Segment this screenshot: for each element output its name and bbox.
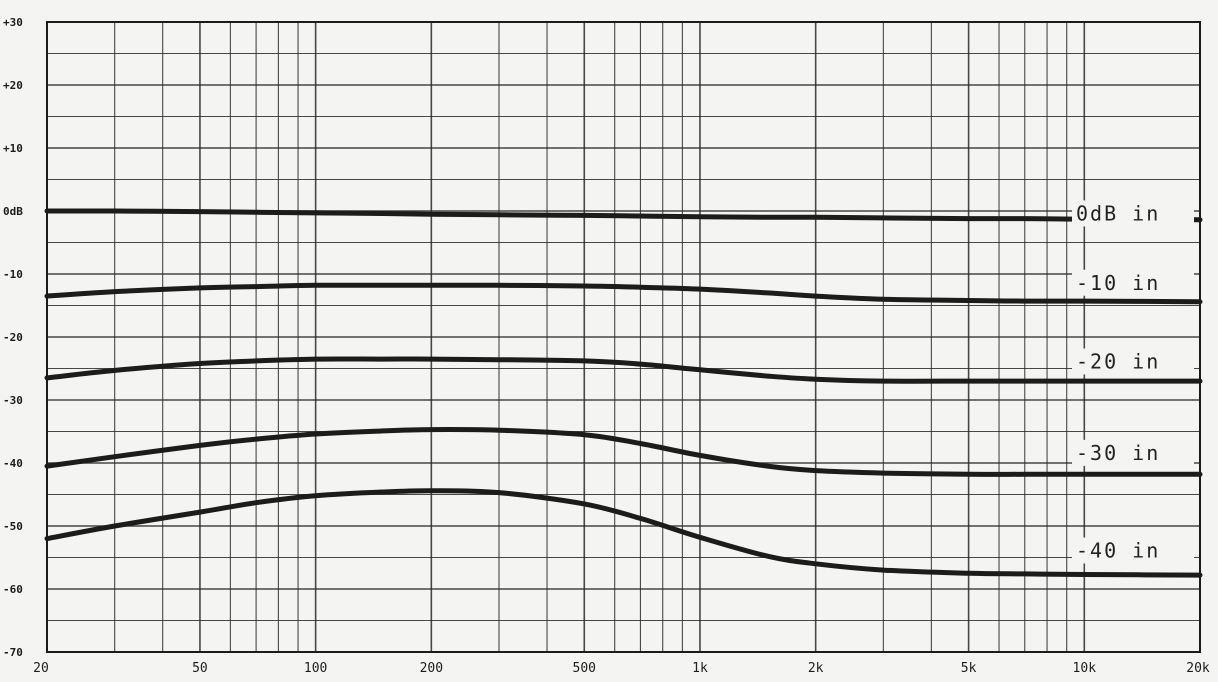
y-tick-label: -10	[3, 268, 23, 281]
series-line-2	[44, 356, 1203, 384]
plot-grid	[46, 21, 1201, 653]
series-label-background	[1072, 348, 1194, 375]
series-label-0: 0dB in	[1076, 201, 1160, 225]
y-tick-label: -40	[3, 457, 23, 470]
x-tick-label: 5k	[961, 661, 977, 676]
series-curves	[44, 208, 1203, 578]
x-tick-label: 20	[33, 661, 49, 676]
x-tick-label: 200	[420, 661, 443, 676]
series-label-3: -30 in	[1076, 441, 1160, 465]
series-line-4	[44, 488, 1203, 578]
y-tick-label: 0dB	[3, 205, 23, 218]
series-labels: 0dB in -10 in -20 in -30 in -40 in	[1072, 200, 1194, 564]
series-line-3	[44, 427, 1203, 477]
series-line-1	[44, 282, 1203, 305]
x-tick-label: 20k	[1186, 661, 1210, 676]
y-tick-label: -60	[3, 583, 23, 596]
series-label-background	[1072, 439, 1194, 466]
y-tick-label: +10	[3, 142, 23, 155]
y-tick-label: +30	[3, 16, 23, 29]
y-axis-tick-labels: +30 +20 +10 0dB -10 -20 -30 -40 -50 -60 -70	[3, 16, 23, 659]
series-label-4: -40 in	[1076, 539, 1160, 563]
y-tick-label: -30	[3, 394, 23, 407]
series-label-2: -20 in	[1076, 350, 1160, 374]
x-axis-tick-labels: 20 50 100 200 500 1k 2k 5k 10k 20k	[33, 661, 1210, 676]
x-tick-label: 10k	[1073, 661, 1097, 676]
series-label-background	[1072, 200, 1194, 227]
x-tick-label: 50	[192, 661, 208, 676]
y-tick-label: +20	[3, 79, 23, 92]
x-tick-label: 500	[573, 661, 596, 676]
x-tick-label: 100	[304, 661, 327, 676]
plot-frame	[46, 21, 1201, 653]
y-tick-label: -50	[3, 520, 23, 533]
x-tick-label: 1k	[692, 661, 708, 676]
x-tick-label: 2k	[808, 661, 824, 676]
series-label-background	[1072, 269, 1194, 296]
y-tick-label: -20	[3, 331, 23, 344]
series-label-background	[1072, 537, 1194, 564]
series-line-0	[44, 208, 1203, 223]
y-tick-label: -70	[3, 646, 23, 659]
series-label-1: -10 in	[1076, 271, 1160, 295]
